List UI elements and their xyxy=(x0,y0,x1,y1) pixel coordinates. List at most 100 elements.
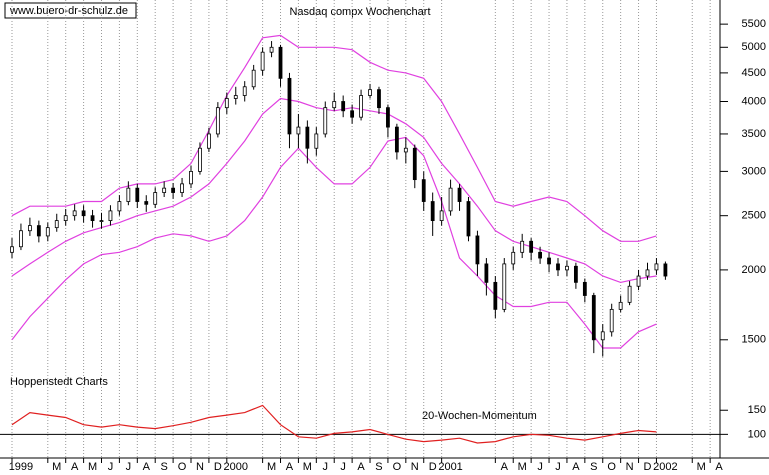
y-tick-label: 3000 xyxy=(742,165,766,177)
x-tick-label: M xyxy=(267,461,276,473)
candle-body xyxy=(215,107,220,135)
candle-body xyxy=(251,69,256,88)
candle-body xyxy=(117,201,122,212)
candle-body xyxy=(556,263,560,271)
y-tick-label: 5000 xyxy=(742,41,766,53)
candle-body xyxy=(135,187,140,202)
candle-body xyxy=(484,263,489,283)
candle-body xyxy=(296,126,301,135)
candle-body xyxy=(582,281,587,296)
candle-body xyxy=(323,107,328,135)
candle-body xyxy=(171,187,176,193)
candle-body xyxy=(520,240,525,253)
candle-body xyxy=(377,89,381,109)
x-tick-label: O xyxy=(178,461,187,473)
candle-body xyxy=(99,220,104,222)
candle-body xyxy=(359,95,363,118)
band-middle xyxy=(11,97,657,284)
candle-body xyxy=(663,263,668,277)
x-tick-label: A xyxy=(357,461,365,473)
momentum-line xyxy=(11,404,657,444)
momentum-label: 20-Wochen-Momentum xyxy=(422,410,537,422)
x-tick-label: 2001 xyxy=(438,461,462,473)
candle-body xyxy=(609,308,614,333)
candle-body xyxy=(511,251,516,265)
candle-body xyxy=(180,183,184,193)
y-tick-label: 4500 xyxy=(742,67,766,79)
candle-body xyxy=(466,201,471,237)
x-tick-label: J xyxy=(340,461,346,473)
candle-body xyxy=(457,187,462,202)
candle-body xyxy=(72,210,77,217)
candle-body xyxy=(314,133,319,149)
candle-body xyxy=(547,257,551,265)
watermark-box xyxy=(4,2,137,19)
band-upper xyxy=(11,34,657,242)
candle-body xyxy=(493,281,498,310)
candle-body xyxy=(287,77,292,135)
candle-body xyxy=(341,101,346,112)
candle-body xyxy=(394,126,399,153)
x-tick-label: M xyxy=(697,461,706,473)
candle-body xyxy=(63,215,68,221)
candle-body xyxy=(108,210,113,221)
x-tick-label: A xyxy=(286,461,294,473)
candle-body xyxy=(233,95,238,99)
candle-body xyxy=(269,46,274,53)
x-tick-label: A xyxy=(572,461,580,473)
y2-tick-label: 100 xyxy=(748,428,766,440)
candle-body xyxy=(538,251,542,259)
candle-body xyxy=(636,275,641,287)
candle-body xyxy=(189,170,193,185)
x-tick-label: S xyxy=(590,461,597,473)
x-tick-label: A xyxy=(71,461,79,473)
band-lower xyxy=(11,136,657,349)
candle-body xyxy=(126,187,131,202)
x-tick-label: S xyxy=(160,461,167,473)
candle-body xyxy=(305,126,310,149)
y-tick-label: 3500 xyxy=(742,128,766,140)
candle-body xyxy=(502,263,507,310)
x-tick-label: 2000 xyxy=(224,461,248,473)
candle-body xyxy=(332,101,337,109)
x-tick-label: M xyxy=(52,461,61,473)
chart-title: Nasdaq compx Wochenchart xyxy=(289,6,430,18)
candle-body xyxy=(529,240,534,253)
candle-body xyxy=(260,51,265,71)
x-tick-label: 2002 xyxy=(653,461,677,473)
y-tick-label: 2000 xyxy=(742,264,766,276)
x-tick-label: A xyxy=(143,461,151,473)
candle-body xyxy=(45,227,50,237)
candle-body xyxy=(90,215,95,221)
candle-body xyxy=(144,201,149,205)
candle-body xyxy=(439,210,444,221)
candle-body xyxy=(412,147,417,181)
x-tick-label: J xyxy=(323,461,329,473)
x-tick-label: S xyxy=(375,461,382,473)
candle-body xyxy=(448,187,453,212)
candle-body xyxy=(654,263,659,271)
x-tick-label: D xyxy=(644,461,652,473)
x-tick-label: M xyxy=(303,461,312,473)
candle-body xyxy=(645,269,650,277)
y-tick-label: 2500 xyxy=(742,210,766,222)
candle-body xyxy=(430,201,435,221)
candle-body xyxy=(618,301,623,310)
x-tick-label: A xyxy=(501,461,509,473)
source-note: Hoppenstedt Charts xyxy=(10,376,108,388)
x-tick-label: M xyxy=(518,461,527,473)
x-tick-label: D xyxy=(429,461,437,473)
candle-body xyxy=(475,235,480,265)
x-tick-label: 1999 xyxy=(9,461,33,473)
candle-body xyxy=(10,246,14,253)
x-tick-label: N xyxy=(626,461,634,473)
candle-body xyxy=(242,86,247,96)
candle-body xyxy=(403,147,408,153)
candle-body xyxy=(19,230,23,248)
candle-body xyxy=(224,98,229,109)
y-tick-label: 5500 xyxy=(742,18,766,30)
x-tick-label: D xyxy=(214,461,222,473)
x-tick-label: J xyxy=(537,461,543,473)
